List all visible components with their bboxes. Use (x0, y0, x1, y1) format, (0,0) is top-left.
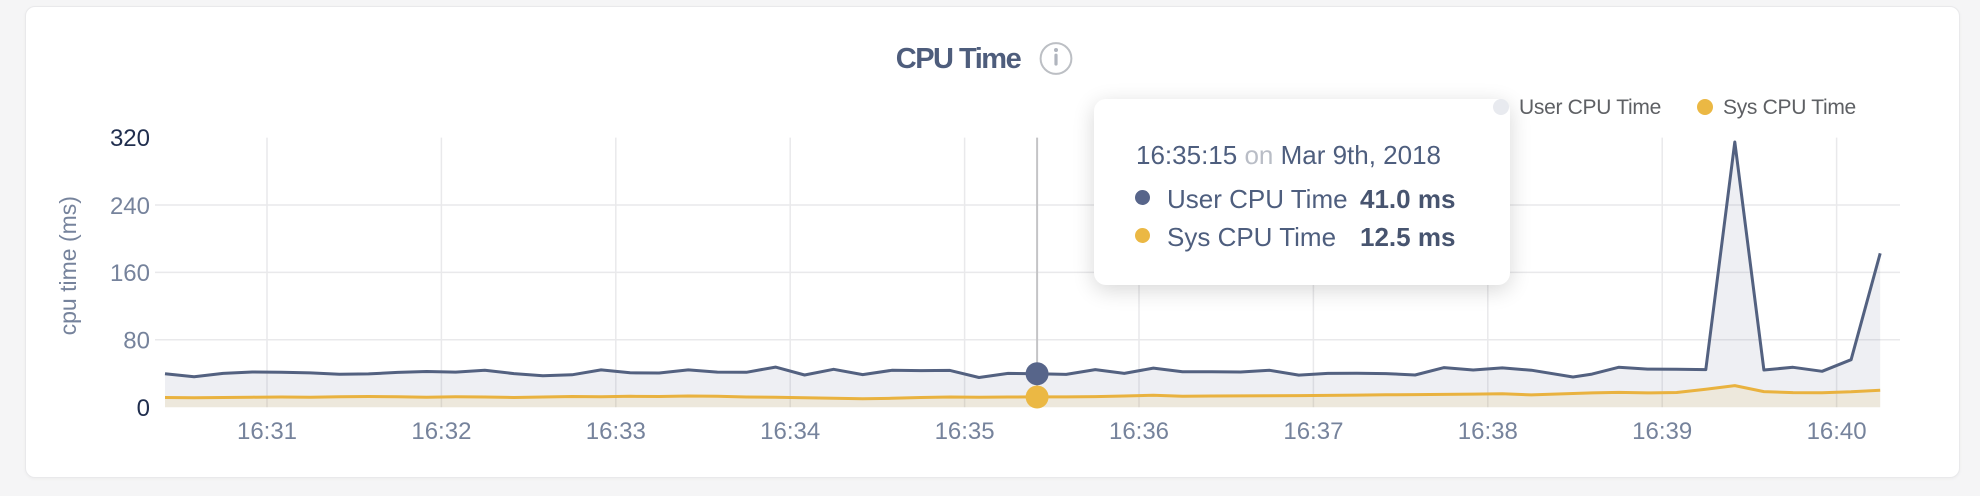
svg-text:User CPU Time: User CPU Time (1519, 96, 1661, 119)
svg-text:CPU Time: CPU Time (896, 43, 1022, 75)
svg-text:Sys CPU Time: Sys CPU Time (1723, 96, 1856, 119)
svg-text:16:35: 16:35 (935, 418, 995, 445)
svg-text:16:40: 16:40 (1807, 418, 1867, 445)
svg-text:240: 240 (110, 193, 150, 220)
svg-text:16:34: 16:34 (760, 418, 820, 445)
svg-text:cpu time (ms): cpu time (ms) (55, 196, 81, 335)
svg-text:16:32: 16:32 (411, 418, 471, 445)
svg-text:16:33: 16:33 (586, 418, 646, 445)
svg-text:320: 320 (110, 125, 150, 152)
svg-text:16:37: 16:37 (1283, 418, 1343, 445)
svg-text:160: 160 (110, 260, 150, 287)
svg-text:16:31: 16:31 (237, 418, 297, 445)
svg-text:16:39: 16:39 (1632, 418, 1692, 445)
svg-text:16:36: 16:36 (1109, 418, 1169, 445)
svg-text:80: 80 (123, 328, 150, 355)
svg-text:16:38: 16:38 (1458, 418, 1518, 445)
svg-text:0: 0 (137, 395, 150, 422)
